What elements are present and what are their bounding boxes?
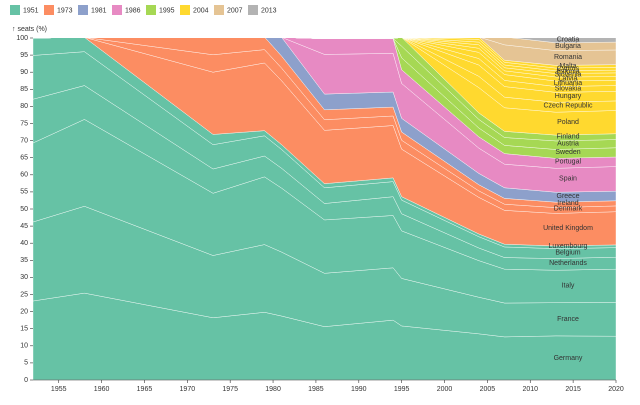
- area: [33, 38, 616, 51]
- legend-label: 1973: [57, 7, 73, 14]
- legend-swatch: [10, 5, 20, 15]
- y-tick-label: 85: [20, 86, 28, 93]
- legend-swatch: [112, 5, 122, 15]
- area: [33, 38, 616, 44]
- x-tick-label: 1975: [222, 386, 238, 393]
- x-tick-label: 2010: [522, 386, 538, 393]
- legend-swatch: [248, 5, 258, 15]
- x-tick-label: 1965: [137, 386, 153, 393]
- series-label: Luxembourg: [549, 243, 588, 250]
- legend-swatch: [146, 5, 156, 15]
- legend-label: 1981: [91, 7, 107, 14]
- series-label: Malta: [559, 63, 576, 70]
- series-labels: Germany France Italy Netherlands BelgiumLuxe…: [543, 36, 593, 362]
- x-tick-label: 1980: [265, 386, 281, 393]
- series-label: Italy: [562, 283, 575, 290]
- y-tick-label: 45: [20, 223, 28, 230]
- series-label: Ireland: [557, 200, 579, 207]
- y-tick-label: 35: [20, 257, 28, 264]
- x-tick-label: 1955: [51, 386, 67, 393]
- x-tick-label: 2005: [480, 386, 496, 393]
- x-tick-label: 1970: [180, 386, 196, 393]
- y-tick-label: 5: [24, 360, 28, 367]
- series-label: Finland: [557, 134, 580, 141]
- legend-label: 1986: [125, 7, 141, 14]
- legend-label: 1951: [23, 7, 39, 14]
- y-tick-label: 70: [20, 137, 28, 144]
- legend-label: 2007: [227, 7, 243, 14]
- y-tick-label: 15: [20, 326, 28, 333]
- series-label: Portugal: [555, 159, 582, 166]
- series-label: Czech Republic: [543, 103, 593, 110]
- y-tick-label: 75: [20, 120, 28, 127]
- series-label: Estonia: [556, 68, 579, 75]
- y-tick-label: 20: [20, 308, 28, 315]
- area: [33, 38, 616, 113]
- series-label: Slovakia: [555, 85, 582, 92]
- series-label: Croatia: [557, 36, 580, 43]
- legend-swatch: [78, 5, 88, 15]
- y-tick-label: 90: [20, 69, 28, 76]
- x-tick-label: 1985: [308, 386, 324, 393]
- legend-swatch: [44, 5, 54, 15]
- y-tick-label: 100: [16, 35, 28, 42]
- series-label: Poland: [557, 119, 579, 126]
- legend: 1951 1973 1981 1986 1995 2004 2007 2013: [10, 5, 277, 15]
- area: [33, 38, 616, 193]
- series-label: Germany: [554, 355, 583, 362]
- series-label: Greece: [557, 193, 580, 200]
- area: [33, 38, 616, 203]
- y-tick-label: 50: [20, 206, 28, 213]
- series-label: Sweden: [555, 149, 580, 156]
- series-label: Romania: [554, 54, 582, 61]
- axes: 0 5 10 15 20 25 30 35 40 45 50 55 60 65 70 75 80 85 90 95 10…: [16, 35, 624, 393]
- series-label: Spain: [559, 176, 577, 183]
- series-label: Netherlands: [549, 260, 587, 267]
- series-label: Austria: [557, 141, 579, 148]
- series-label: Denmark: [554, 206, 583, 213]
- series-label: Hungary: [555, 93, 582, 100]
- y-tick-label: 0: [24, 377, 28, 384]
- area: [33, 38, 616, 87]
- plot-area: [33, 38, 616, 380]
- area: [33, 38, 616, 169]
- x-tick-label: 1995: [394, 386, 410, 393]
- y-tick-label: 10: [20, 343, 28, 350]
- y-tick-label: 95: [20, 52, 28, 59]
- y-tick-label: 65: [20, 155, 28, 162]
- series-label: Belgium: [555, 249, 580, 256]
- x-tick-label: 2015: [565, 386, 581, 393]
- x-tick-label: 1960: [94, 386, 110, 393]
- area: [33, 38, 616, 103]
- y-tick-label: 30: [20, 274, 28, 281]
- area: [33, 38, 616, 159]
- area: [33, 38, 616, 82]
- y-tick-label: 60: [20, 172, 28, 179]
- series-label: United Kingdom: [543, 225, 593, 232]
- legend-label: 2004: [193, 7, 209, 14]
- x-tick-label: 2000: [437, 386, 453, 393]
- legend-swatch: [214, 5, 224, 15]
- series-label: Cyprus: [557, 66, 580, 73]
- y-tick-label: 40: [20, 240, 28, 247]
- x-tick-label: 1990: [351, 386, 367, 393]
- area: [33, 38, 616, 136]
- y-tick-label: 80: [20, 103, 28, 110]
- series-label: Slovenia: [555, 72, 582, 79]
- area: [33, 38, 616, 93]
- legend-label: 2013: [261, 7, 277, 14]
- legend-swatch: [180, 5, 190, 15]
- series-label: Bulgaria: [555, 43, 581, 50]
- area: [33, 38, 616, 66]
- series-label: Latvia: [559, 75, 578, 82]
- y-tick-label: 55: [20, 189, 28, 196]
- series-label: France: [557, 316, 579, 323]
- y-tick-label: 25: [20, 291, 28, 298]
- y-axis-label: ↑ seats (%): [12, 26, 47, 33]
- legend-label: 1995: [159, 7, 175, 14]
- series-label: Lithuania: [554, 80, 583, 87]
- x-tick-label: 2020: [608, 386, 624, 393]
